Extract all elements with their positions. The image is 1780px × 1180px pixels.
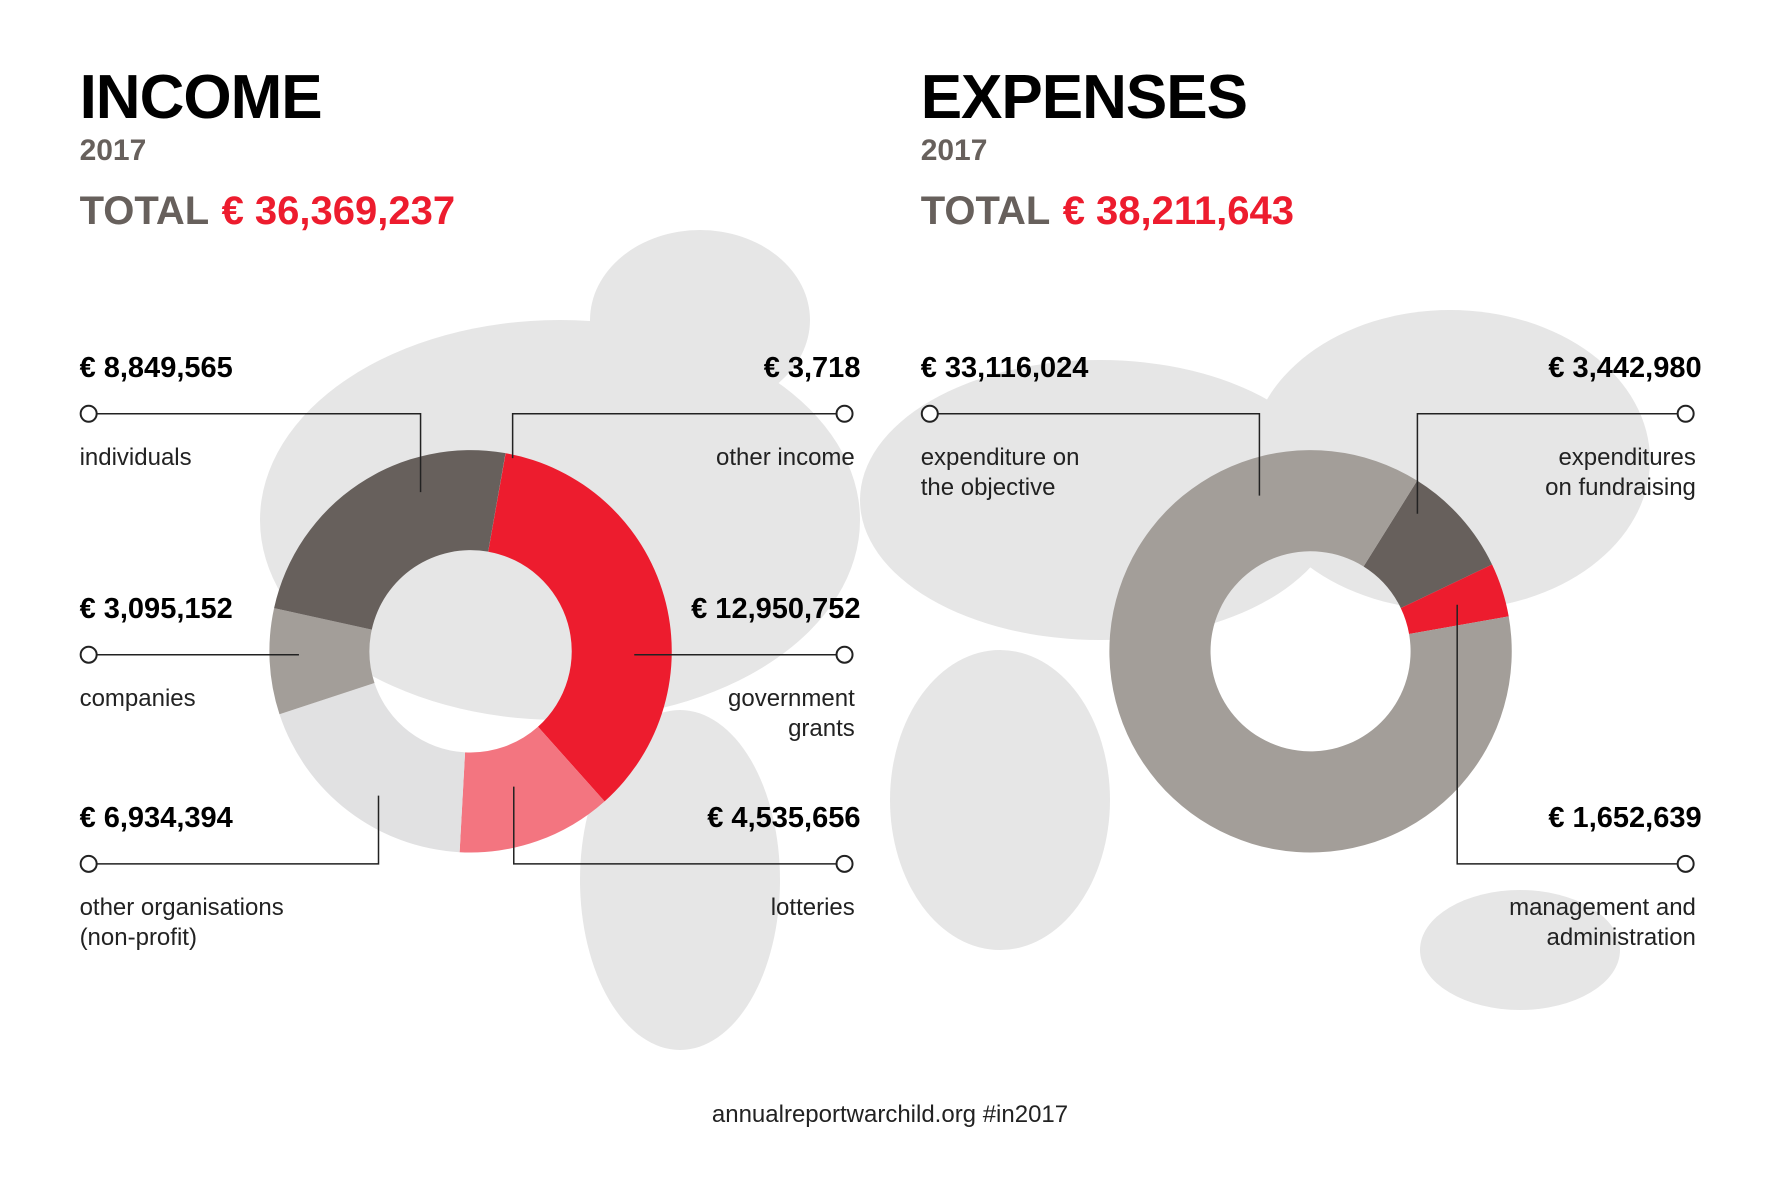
value-label: € 33,116,024 — [920, 352, 1089, 385]
chart-title: INCOME — [79, 63, 323, 133]
category-label: lotteries — [770, 894, 855, 922]
category-label: government grants — [728, 685, 855, 743]
leader-dot — [79, 854, 98, 873]
leader-dot — [79, 645, 98, 664]
chart-title: EXPENSES — [920, 63, 1248, 133]
category-label: companies — [79, 685, 196, 713]
donut-slice — [1400, 564, 1509, 634]
leader-line — [511, 412, 845, 459]
leader-line — [513, 786, 845, 865]
value-label: € 3,442,980 — [1548, 352, 1702, 385]
category-label: management and administration — [1509, 894, 1696, 952]
leader-line — [88, 795, 380, 865]
subtitle: 2017 — [79, 133, 147, 167]
category-label: expenditures on fundraising — [1545, 444, 1696, 502]
leader-dot — [920, 404, 939, 423]
map-background — [260, 230, 1650, 1050]
value-label: € 4,535,656 — [707, 802, 861, 835]
value-label: € 1,652,639 — [1548, 802, 1702, 835]
total-value: € 38,211,643 — [1062, 189, 1295, 234]
donut-slice — [279, 682, 466, 853]
value-label: € 12,950,752 — [691, 593, 861, 626]
total-value: € 36,369,237 — [221, 189, 456, 234]
category-label: individuals — [79, 444, 192, 472]
donut-slice — [1363, 480, 1493, 609]
donut-slice — [269, 608, 375, 715]
leader-dot — [79, 404, 98, 423]
total-caption: TOTAL — [920, 189, 1051, 234]
donut-slice — [488, 453, 672, 802]
leader-dot — [835, 404, 854, 423]
leader-line — [88, 412, 422, 493]
subtitle: 2017 — [920, 133, 988, 167]
value-label: € 8,849,565 — [79, 352, 233, 385]
category-label: other income — [716, 444, 855, 472]
donut-slice — [1109, 450, 1512, 853]
total-caption: TOTAL — [79, 189, 210, 234]
donut-slice — [274, 450, 506, 630]
leader-line — [1416, 412, 1686, 514]
category-label: other organisations (non-profit) — [79, 894, 284, 952]
value-label: € 3,718 — [763, 352, 861, 385]
leader-line — [1456, 604, 1686, 865]
category-label: expenditure on the objective — [920, 444, 1080, 502]
value-label: € 6,934,394 — [79, 802, 233, 835]
leader-line — [929, 412, 1261, 496]
leader-dot — [1676, 854, 1695, 873]
donut-slice — [459, 726, 605, 853]
value-label: € 3,095,152 — [79, 593, 233, 626]
footer: annualreportwarchild.org #in2017 — [711, 1101, 1069, 1128]
donut-slice — [488, 453, 506, 552]
leader-dot — [1676, 404, 1695, 423]
leader-dot — [835, 645, 854, 664]
leader-dot — [835, 854, 854, 873]
